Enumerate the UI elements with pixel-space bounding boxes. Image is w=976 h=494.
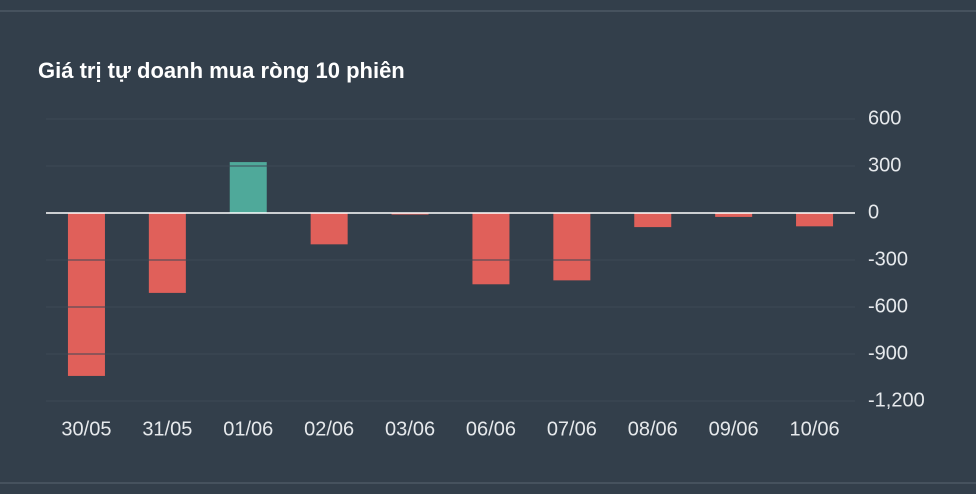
x-tick-label: 06/06 xyxy=(466,418,516,440)
x-tick-label: 03/06 xyxy=(385,418,435,440)
bar xyxy=(148,213,186,293)
y-tick-label: -1,200 xyxy=(868,389,925,411)
x-tick-label: 02/06 xyxy=(304,418,354,440)
bar xyxy=(472,213,510,285)
y-tick-label: 300 xyxy=(868,154,901,176)
y-tick-label: -900 xyxy=(868,342,908,364)
y-tick-label: -300 xyxy=(868,248,908,270)
bar xyxy=(715,213,753,217)
x-tick-label: 10/06 xyxy=(790,418,840,440)
bar xyxy=(796,213,834,227)
x-tick-label: 09/06 xyxy=(709,418,759,440)
bar xyxy=(553,213,591,281)
bar xyxy=(391,213,429,215)
x-tick-label: 31/05 xyxy=(142,418,192,440)
bar xyxy=(229,162,267,213)
bar xyxy=(634,213,672,228)
bar xyxy=(67,213,105,376)
bar xyxy=(310,213,348,245)
chart-title: Giá trị tự doanh mua ròng 10 phiên xyxy=(38,58,405,83)
y-tick-label: 600 xyxy=(868,107,901,129)
x-tick-label: 08/06 xyxy=(628,418,678,440)
y-tick-label: -600 xyxy=(868,295,908,317)
x-tick-label: 30/05 xyxy=(61,418,111,440)
y-tick-label: 0 xyxy=(868,201,879,223)
x-tick-label: 01/06 xyxy=(223,418,273,440)
x-tick-label: 07/06 xyxy=(547,418,597,440)
